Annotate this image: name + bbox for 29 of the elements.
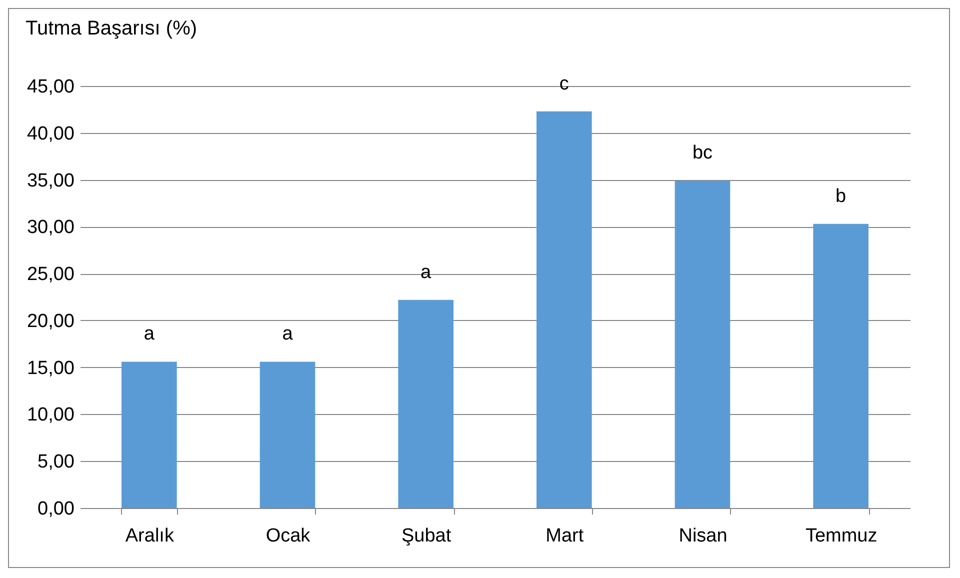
x-tick-label: Şubat bbox=[402, 526, 452, 546]
bar bbox=[813, 224, 868, 508]
y-tick-label: 0,00 bbox=[38, 498, 74, 520]
y-tick-label: 5,00 bbox=[38, 452, 74, 473]
y-tick-label: 40,00 bbox=[26, 123, 74, 144]
y-axis-title: Tutma Başarısı (%) bbox=[26, 18, 198, 40]
bar bbox=[674, 180, 730, 508]
bar bbox=[398, 300, 454, 508]
annotation: a bbox=[144, 324, 155, 345]
annotation: bc bbox=[692, 142, 713, 164]
y-tick-label: 25,00 bbox=[26, 264, 74, 286]
annotation: a bbox=[282, 324, 294, 345]
y-tick-label: 30,00 bbox=[26, 217, 74, 238]
bar bbox=[536, 111, 592, 508]
y-tick-label: 45,00 bbox=[26, 76, 74, 98]
x-tick-label: Aralık bbox=[125, 526, 174, 546]
bar bbox=[122, 362, 177, 508]
x-tick-label: Mart bbox=[546, 526, 584, 546]
x-tick-label: Ocak bbox=[266, 526, 311, 546]
y-tick-label: 20,00 bbox=[26, 310, 74, 332]
y-tick-label: 35,00 bbox=[26, 170, 74, 192]
annotation: c bbox=[559, 73, 569, 94]
annotation: b bbox=[836, 186, 846, 207]
y-tick-label: 15,00 bbox=[26, 358, 74, 379]
y-tick-label: 10,00 bbox=[26, 404, 74, 426]
annotation: a bbox=[420, 262, 432, 283]
x-tick-label: Nisan bbox=[678, 526, 728, 546]
bar bbox=[260, 362, 316, 508]
x-tick-label: Temmuz bbox=[805, 526, 878, 546]
